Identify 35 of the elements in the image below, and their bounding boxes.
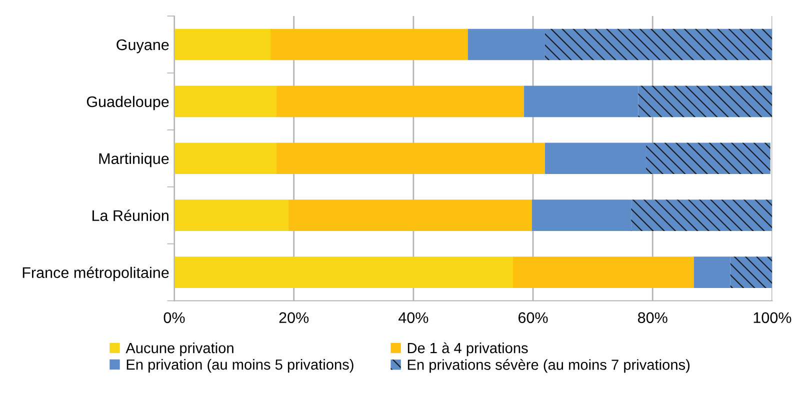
y-tick-label: France métropolitaine [22, 266, 169, 282]
y-tick-label: La Réunion [92, 210, 168, 222]
bar [730, 256, 772, 288]
bar [468, 28, 545, 60]
legend-label: De 1 à 4 privations [408, 342, 528, 356]
y-tick-label: Guadeloupe [86, 96, 169, 110]
bar [512, 256, 694, 288]
y-tick-label: Guyane [116, 39, 169, 54]
x-tick-label: 80% [638, 312, 668, 324]
x-tick-label: 0% [164, 312, 185, 324]
bar [631, 200, 772, 231]
x-tick-label: 20% [279, 312, 309, 324]
bar [646, 142, 770, 174]
y-tick-label: Martinique [99, 152, 169, 168]
bar [532, 200, 632, 231]
legend-label: En privations sévère (au moins 7 privations) [408, 359, 690, 373]
bar [638, 86, 772, 118]
bar [270, 28, 468, 60]
bar [544, 142, 646, 174]
bar [174, 256, 513, 288]
bar [174, 28, 271, 60]
bar [174, 142, 276, 174]
legend-label: En privation (au moins 5 privations) [126, 359, 354, 373]
x-tick-label: 60% [518, 312, 548, 324]
bar [174, 86, 276, 118]
bar [174, 200, 288, 231]
x-tick-label: 40% [398, 312, 428, 324]
x-tick-label: 100% [754, 312, 792, 324]
bar [524, 86, 638, 118]
bar [694, 256, 730, 288]
bar [544, 28, 772, 60]
bar [288, 200, 532, 231]
bar [276, 86, 524, 118]
bar [276, 142, 545, 174]
legend-label: Aucune privation [126, 342, 234, 356]
